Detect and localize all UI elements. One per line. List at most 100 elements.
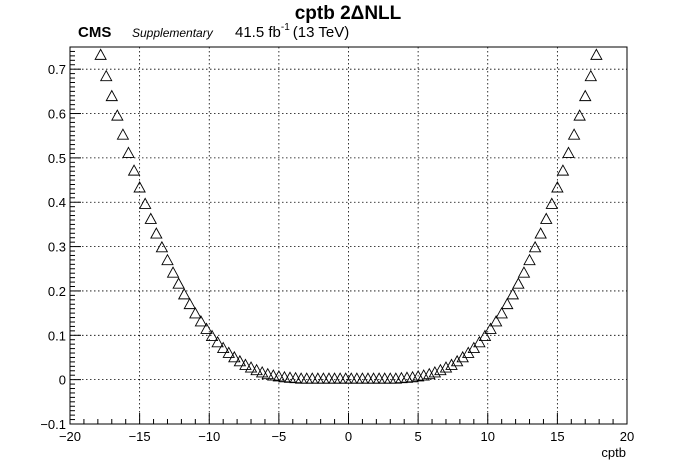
data-point-marker bbox=[545, 197, 559, 209]
y-tick-label: 0.3 bbox=[48, 240, 66, 255]
y-tick-label: 0.4 bbox=[48, 195, 66, 210]
data-point-marker bbox=[584, 69, 598, 82]
data-point-marker bbox=[573, 109, 586, 121]
data-point-marker bbox=[484, 322, 497, 334]
y-tick-label: 0.6 bbox=[48, 107, 66, 122]
y-tick-label: 0.7 bbox=[48, 62, 66, 77]
data-point-marker bbox=[94, 48, 107, 60]
x-tick-label: 10 bbox=[481, 429, 495, 444]
data-point-marker bbox=[161, 253, 174, 266]
data-point-marker bbox=[333, 372, 347, 384]
axes: −20 −15 −10 −5 0 5 10 15 20 −0.1 0 0.1 0.2 0.3 0.4 0.5 0… bbox=[40, 46, 634, 444]
data-point-marker bbox=[378, 372, 391, 384]
data-point-marker bbox=[189, 307, 202, 319]
data-point-marker bbox=[473, 335, 486, 348]
x-tick-label: −15 bbox=[129, 429, 151, 444]
data-point-marker bbox=[428, 366, 442, 378]
data-point-marker bbox=[467, 341, 481, 353]
data-point-marker bbox=[194, 314, 208, 327]
energy-label: (13 TeV) bbox=[293, 24, 349, 41]
data-point-marker bbox=[350, 372, 364, 384]
data-point-marker bbox=[300, 372, 313, 384]
data-point-marker bbox=[339, 372, 352, 384]
data-point-marker bbox=[261, 367, 275, 380]
chart-title: cptb 2ΔNLL bbox=[295, 3, 402, 24]
x-tick-label: 0 bbox=[345, 429, 352, 444]
y-tick-label: 0 bbox=[59, 373, 66, 388]
data-point-marker bbox=[562, 146, 575, 158]
data-point-marker bbox=[478, 329, 492, 342]
data-point-marker bbox=[567, 128, 581, 140]
data-point-marker bbox=[345, 372, 358, 384]
data-point-marker bbox=[422, 367, 436, 380]
x-tick-label: −5 bbox=[271, 429, 286, 444]
data-point-marker bbox=[239, 358, 252, 370]
data-point-marker bbox=[311, 372, 325, 384]
lumi-value: 41.5 fb bbox=[235, 24, 281, 41]
data-point-marker bbox=[255, 366, 269, 378]
data-point-marker bbox=[456, 350, 469, 363]
grid bbox=[70, 47, 627, 425]
data-point-marker bbox=[183, 297, 197, 310]
data-point-marker bbox=[105, 89, 119, 102]
data-point-marker bbox=[216, 341, 230, 353]
data-point-marker bbox=[400, 371, 414, 383]
data-point-marker bbox=[150, 227, 163, 239]
data-point-marker bbox=[306, 372, 319, 384]
x-tick-label: −20 bbox=[59, 429, 81, 444]
data-markers bbox=[94, 48, 603, 384]
data-point-marker bbox=[578, 89, 592, 102]
data-point-marker bbox=[172, 277, 185, 289]
lumi-exponent: -1 bbox=[281, 22, 290, 33]
y-tick-label: 0.2 bbox=[48, 284, 66, 299]
data-point-marker bbox=[395, 371, 408, 384]
data-point-marker bbox=[506, 287, 520, 300]
data-point-marker bbox=[517, 266, 531, 278]
data-point-marker bbox=[328, 372, 341, 384]
supplementary-label: Supplementary bbox=[132, 26, 214, 40]
data-point-marker bbox=[111, 109, 124, 121]
data-point-marker bbox=[528, 240, 542, 253]
data-point-marker bbox=[495, 307, 508, 319]
data-point-marker bbox=[551, 181, 564, 193]
data-point-marker bbox=[138, 197, 152, 209]
data-point-marker bbox=[434, 363, 447, 376]
lumi-label: 41.5 fb-1 (13 TeV) bbox=[235, 22, 349, 41]
data-point-marker bbox=[294, 372, 308, 384]
data-point-marker bbox=[439, 361, 453, 373]
data-point-marker bbox=[155, 240, 169, 253]
data-point-marker bbox=[205, 329, 219, 342]
y-tick-label: 0.5 bbox=[48, 151, 66, 166]
x-tick-label: −10 bbox=[198, 429, 220, 444]
cms-label: CMS bbox=[78, 24, 111, 41]
data-point-marker bbox=[250, 363, 263, 376]
data-point-marker bbox=[367, 372, 380, 384]
data-point-marker bbox=[233, 354, 247, 367]
data-point-marker bbox=[417, 369, 430, 381]
data-point-marker bbox=[512, 277, 525, 289]
data-point-marker bbox=[356, 372, 369, 384]
data-point-marker bbox=[244, 361, 258, 373]
data-point-marker bbox=[122, 146, 135, 158]
data-point-marker bbox=[450, 354, 464, 367]
data-point-marker bbox=[200, 322, 213, 334]
data-point-marker bbox=[317, 372, 330, 384]
data-point-marker bbox=[372, 372, 386, 384]
data-point-marker bbox=[116, 128, 130, 140]
data-point-marker bbox=[272, 369, 286, 382]
data-point-marker bbox=[539, 212, 553, 224]
data-point-marker bbox=[590, 48, 603, 60]
x-tick-label: 5 bbox=[415, 429, 422, 444]
data-point-marker bbox=[228, 350, 241, 363]
y-tick-label: 0.1 bbox=[48, 328, 66, 343]
data-point-marker bbox=[99, 69, 113, 82]
data-point-marker bbox=[556, 164, 570, 176]
data-point-marker bbox=[267, 369, 280, 381]
data-point-marker bbox=[166, 266, 180, 278]
data-point-marker bbox=[445, 358, 458, 370]
data-point-marker bbox=[389, 372, 403, 384]
y-tick-label: −0.1 bbox=[40, 417, 66, 432]
x-tick-label: 20 bbox=[620, 429, 634, 444]
data-point-marker bbox=[127, 164, 141, 176]
